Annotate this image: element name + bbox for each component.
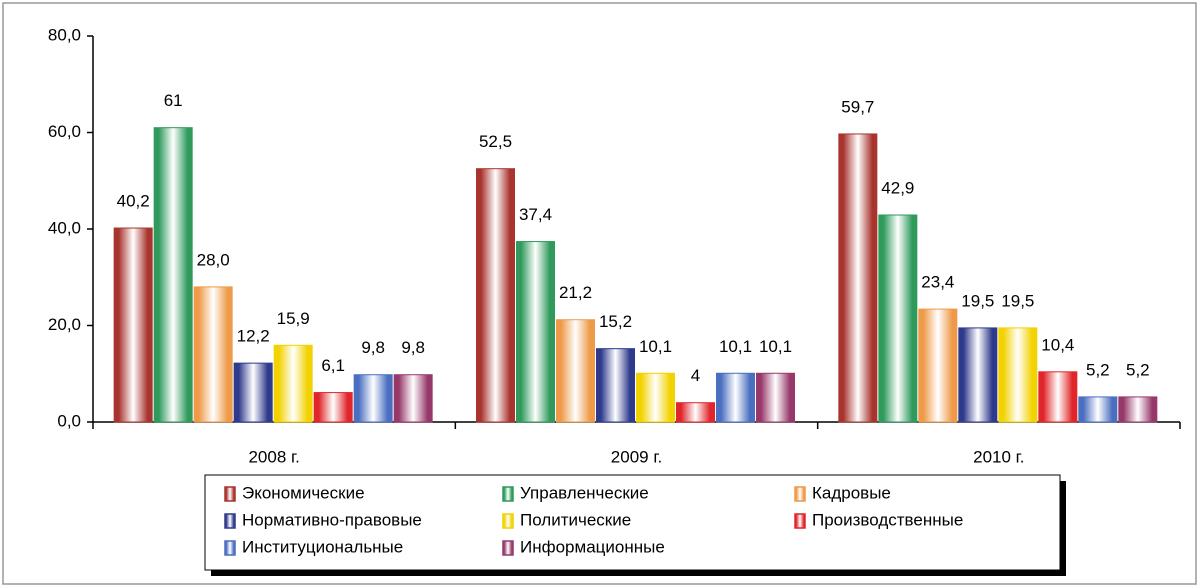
legend-label: Кадровые	[812, 483, 891, 502]
value-label: 19,5	[1001, 291, 1034, 310]
bar	[113, 227, 153, 423]
bar	[756, 372, 795, 423]
legend-swatch	[224, 486, 236, 502]
value-label: 4	[691, 366, 700, 385]
bar	[918, 308, 958, 423]
legend-label: Политические	[520, 510, 631, 529]
bar	[516, 241, 555, 423]
legend-label: Производственные	[812, 510, 963, 529]
bar	[596, 348, 635, 423]
value-label: 59,7	[841, 97, 874, 116]
x-tick-label: 2010 г.	[973, 447, 1024, 466]
value-label: 5,2	[1126, 360, 1150, 379]
legend-label: Экономические	[242, 483, 365, 502]
bar	[958, 327, 998, 423]
legend-swatch	[502, 540, 514, 556]
y-tick-label: 60,0	[48, 122, 81, 141]
legend-box	[204, 474, 1061, 571]
value-label: 28,0	[197, 250, 230, 269]
legend-swatch	[794, 513, 806, 529]
value-label: 12,2	[237, 327, 270, 346]
legend-swatch	[224, 540, 236, 556]
value-label: 52,5	[479, 132, 512, 151]
value-label: 10,1	[719, 337, 752, 356]
bar	[153, 127, 193, 423]
value-label: 10,1	[639, 337, 672, 356]
value-label: 15,9	[277, 309, 310, 328]
y-tick-label: 20,0	[48, 315, 81, 334]
legend-swatch	[794, 486, 806, 502]
legend-swatch	[502, 486, 514, 502]
bar	[878, 214, 918, 423]
value-label: 10,1	[759, 337, 792, 356]
value-label: 40,2	[117, 192, 150, 211]
value-label: 37,4	[519, 205, 552, 224]
bar	[353, 374, 393, 423]
bar	[1078, 396, 1118, 423]
value-label: 19,5	[961, 291, 994, 310]
bar	[998, 327, 1038, 423]
bar	[1038, 371, 1078, 423]
value-label: 9,8	[401, 338, 425, 357]
bar	[676, 402, 715, 423]
value-label: 9,8	[361, 338, 385, 357]
legend-label: Институциональные	[242, 537, 403, 556]
value-label: 15,2	[599, 312, 632, 331]
legend-label: Нормативно-правовые	[242, 510, 422, 529]
legend-label: Информационные	[520, 537, 665, 556]
value-label: 6,1	[321, 356, 345, 375]
bar	[476, 168, 515, 423]
bar	[716, 372, 755, 423]
value-label: 10,4	[1041, 335, 1074, 354]
legend-label: Управленческие	[520, 483, 649, 502]
x-tick-label: 2008 г.	[248, 447, 299, 466]
bar	[636, 372, 675, 423]
bar	[838, 133, 878, 423]
bar	[556, 319, 595, 423]
value-label: 42,9	[881, 178, 914, 197]
bar	[233, 362, 273, 423]
value-label: 5,2	[1086, 360, 1110, 379]
value-label: 21,2	[559, 283, 592, 302]
bar	[313, 392, 353, 423]
bar	[193, 286, 233, 423]
y-tick-label: 0,0	[57, 411, 81, 430]
value-label: 61	[164, 91, 183, 110]
x-tick-label: 2009 г.	[611, 447, 662, 466]
bar	[273, 344, 313, 423]
bar	[393, 374, 433, 423]
legend-swatch	[502, 513, 514, 529]
y-tick-label: 80,0	[48, 25, 81, 44]
legend-swatch	[224, 513, 236, 529]
y-tick-label: 40,0	[48, 218, 81, 237]
bar	[1118, 396, 1158, 423]
value-label: 23,4	[921, 273, 954, 292]
